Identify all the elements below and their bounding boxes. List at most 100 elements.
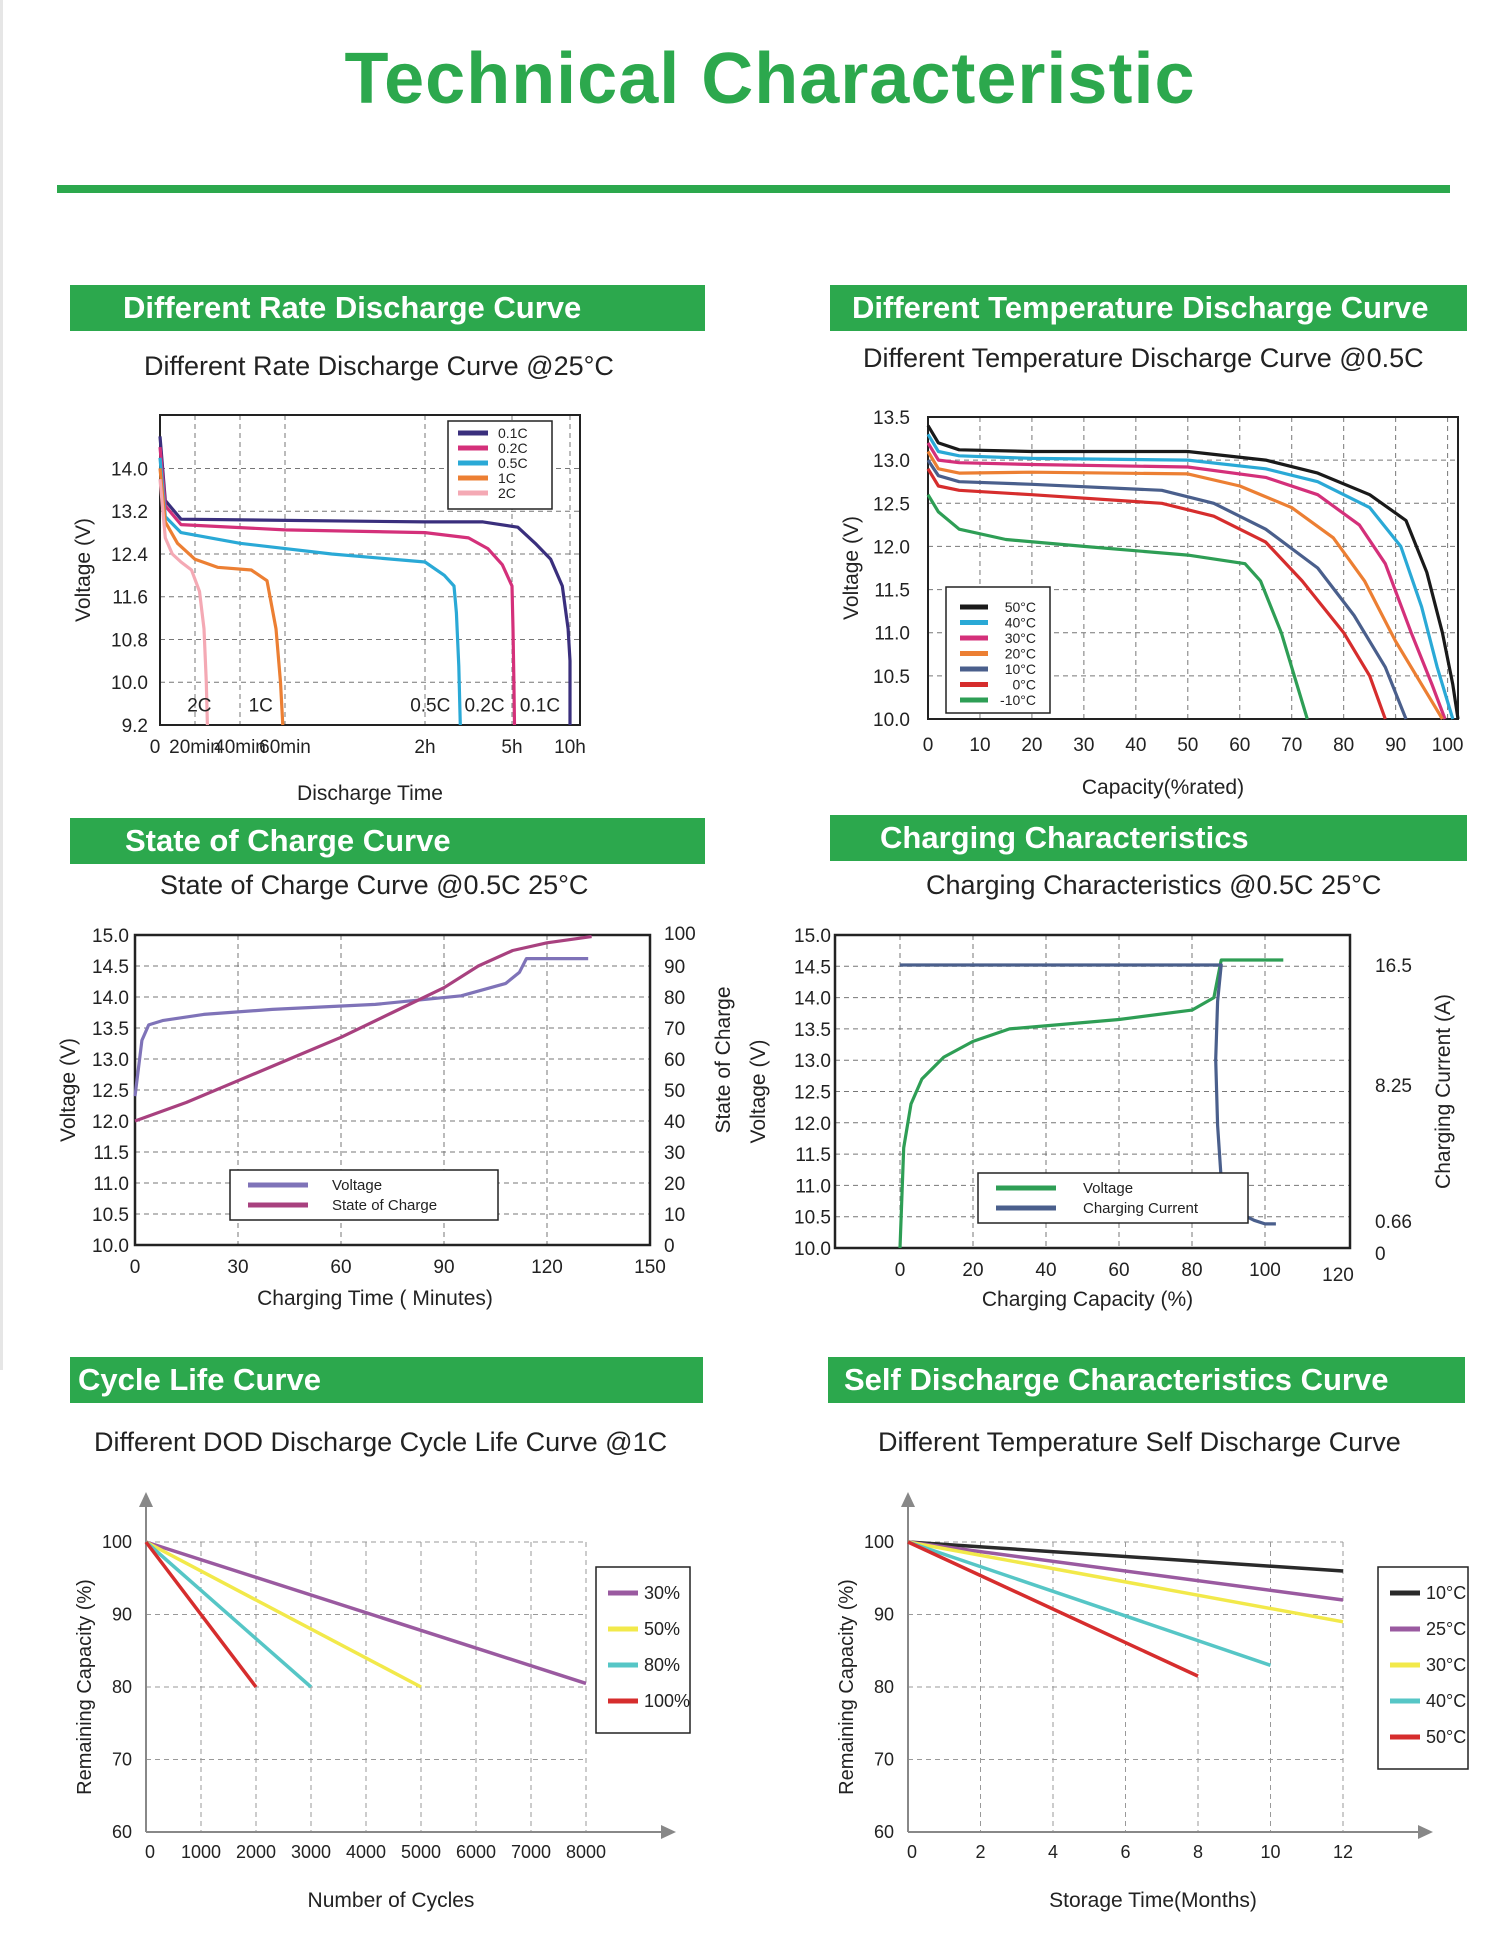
x-axis-arrow	[661, 1825, 676, 1839]
y-tick-label: 80	[112, 1677, 132, 1697]
x-tick-label: 7000	[511, 1842, 551, 1862]
y-tick-label: 100	[102, 1532, 132, 1552]
y2-tick-label: 70	[664, 1019, 685, 1040]
series-line	[134, 935, 592, 1123]
legend-label: 40°C	[1005, 615, 1036, 631]
series-end-label: 0.2C	[464, 696, 504, 717]
legend-label: 1C	[498, 470, 516, 486]
banner-self-discharge: Self Discharge Characteristics Curve	[828, 1357, 1465, 1403]
plot-frame	[159, 414, 581, 726]
banner-soc: State of Charge Curve	[70, 818, 705, 864]
legend-label: 30°C	[1426, 1655, 1466, 1675]
y-tick-label: 13.5	[92, 1019, 129, 1040]
legend-label: 2C	[498, 485, 516, 501]
legend-label: 10°C	[1426, 1583, 1466, 1603]
y-tick-label: 15.0	[794, 926, 831, 947]
x-tick-label: 2h	[414, 737, 435, 758]
y-axis-label: Remaining Capacity (%)	[836, 1579, 858, 1795]
y-tick-label: 14.5	[92, 957, 129, 978]
y-tick-label: 10.0	[92, 1236, 129, 1257]
y2-tick-label: 40	[664, 1112, 685, 1133]
y-tick-label: 100	[864, 1532, 894, 1552]
subtitle-rate-discharge: Different Rate Discharge Curve @25°C	[144, 351, 614, 381]
x-axis-arrow	[1418, 1825, 1433, 1839]
y-axis-label: Voltage (V)	[840, 516, 863, 620]
x-tick-label: 60	[330, 1257, 351, 1278]
legend-label: 0.5C	[498, 455, 528, 471]
x-axis-label: Charging Time ( Minutes)	[257, 1287, 493, 1310]
y-tick-label: 12.5	[873, 494, 910, 515]
y-tick-label: 10.5	[92, 1205, 129, 1226]
x-tick-label: 120	[531, 1257, 563, 1278]
x-axis-label: Charging Capacity (%)	[982, 1288, 1193, 1311]
series-line	[926, 450, 1444, 720]
banner-rate-discharge: Different Rate Discharge Curve	[70, 285, 705, 331]
y2-tick-label: 0	[1375, 1244, 1386, 1265]
x-axis-label: Capacity(%rated)	[1082, 776, 1244, 799]
legend-label: 0°C	[1013, 677, 1037, 693]
chart-temp-discharge: 13.5 13.0 12.5 12.0 11.5 11.0 10.5 10.0 0 10 20 30 4…	[840, 408, 1463, 799]
x-tick-label: 70	[1281, 735, 1302, 756]
y-tick-label: 10.5	[794, 1208, 831, 1229]
x-tick-label: 20	[962, 1260, 983, 1281]
x-tick-label: 10h	[554, 737, 586, 758]
legend-label: 20°C	[1005, 646, 1036, 662]
x-tick-label: 90	[1385, 735, 1406, 756]
y-tick-label: 11.5	[93, 1143, 129, 1164]
y-tick-label: 9.2	[122, 716, 148, 737]
x-tick-label: 0	[895, 1260, 906, 1281]
banner-charging: Charging Characteristics	[830, 815, 1467, 861]
legend-label: 50°C	[1005, 599, 1036, 615]
y-tick-label: 14.5	[794, 957, 831, 978]
y-tick-label: 13.5	[794, 1020, 831, 1041]
series-line	[145, 1540, 422, 1689]
chart-self-discharge: 100 90 80 70 60 0 2 4 6 8 10 12 Storage Time(Months)…	[836, 1492, 1469, 1912]
x-tick-label: 4	[1048, 1842, 1058, 1862]
legend-label: Charging Current	[1083, 1200, 1199, 1217]
y2-tick-label: 8.25	[1375, 1076, 1412, 1097]
x-tick-label: 60	[1229, 735, 1250, 756]
series-end-label: 2C	[187, 696, 211, 717]
series-line	[144, 1540, 313, 1689]
series-line	[926, 467, 1387, 720]
y-tick-label: 70	[874, 1750, 894, 1770]
legend-label: 100%	[644, 1691, 690, 1711]
legend-box	[977, 1172, 1249, 1224]
subtitle-self-discharge: Different Temperature Self Discharge Cur…	[878, 1427, 1401, 1457]
legend-label: 50%	[644, 1619, 680, 1639]
series-line	[907, 1540, 1344, 1602]
y2-tick-label: 30	[664, 1143, 685, 1164]
series-end-label: 0.5C	[410, 696, 450, 717]
x-tick-label: 40min	[214, 737, 266, 758]
x-tick-label: 20min	[169, 737, 221, 758]
x-tick-label: 60	[1108, 1260, 1129, 1281]
y-tick-label: 11.0	[874, 624, 910, 645]
y-tick-label: 11.5	[874, 581, 910, 602]
y-axis-arrow	[901, 1492, 915, 1507]
x-tick-label: 1000	[181, 1842, 221, 1862]
legend-label: 80%	[644, 1655, 680, 1675]
y2-tick-label: 0	[664, 1236, 675, 1257]
y-tick-label: 13.5	[873, 408, 910, 429]
x-tick-label: 80	[1181, 1260, 1202, 1281]
y-tick-label: 12.4	[111, 545, 148, 566]
x-axis-label: Storage Time(Months)	[1049, 1889, 1257, 1912]
series-line	[898, 958, 1284, 1249]
title-divider	[57, 185, 1450, 193]
page-edge-line	[0, 0, 3, 1370]
subtitle-temp-discharge: Different Temperature Discharge Curve @0…	[863, 343, 1424, 373]
y2-axis-label: Charging Current (A)	[1432, 994, 1455, 1189]
series-line	[133, 957, 589, 1097]
y2-tick-label: 0.66	[1375, 1212, 1412, 1233]
y2-axis-label: State of Charge	[712, 986, 735, 1133]
y-axis-label: Voltage (V)	[747, 1040, 770, 1144]
x-tick-label: 5h	[501, 737, 522, 758]
y2-tick-label: 10	[664, 1205, 685, 1226]
series-line	[926, 433, 1455, 720]
series-line	[926, 424, 1460, 720]
plot-frame	[833, 933, 1352, 1250]
legend-label: 10°C	[1005, 661, 1036, 677]
y2-tick-label: 50	[664, 1081, 685, 1102]
series-line	[144, 1540, 258, 1689]
series-line	[145, 1540, 587, 1686]
